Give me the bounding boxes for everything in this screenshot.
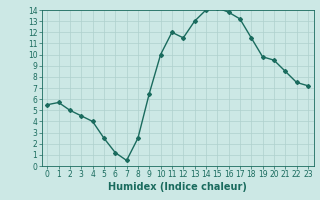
X-axis label: Humidex (Indice chaleur): Humidex (Indice chaleur) <box>108 182 247 192</box>
